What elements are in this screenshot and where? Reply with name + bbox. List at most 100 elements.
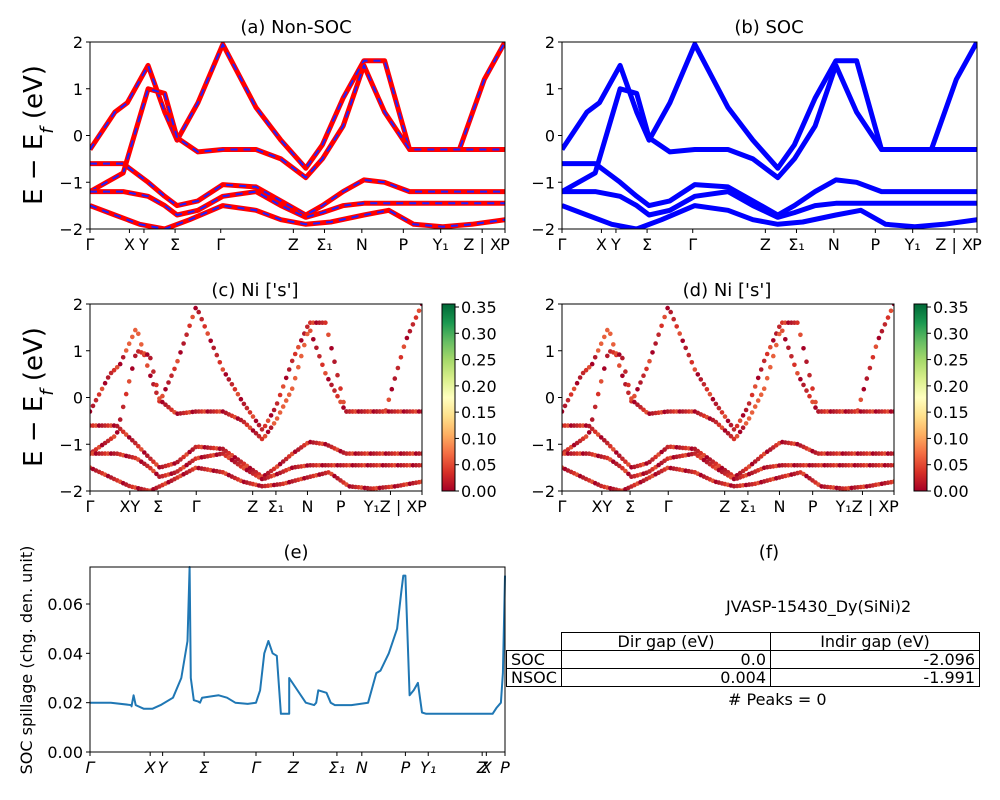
- scatter-point: [608, 331, 613, 337]
- x-tick-label: Z: [476, 758, 489, 777]
- scatter-point: [674, 324, 679, 329]
- scatter-point: [650, 457, 655, 462]
- scatter-point: [761, 386, 767, 392]
- scatter-point: [154, 462, 159, 467]
- scatter-point: [713, 419, 719, 425]
- scatter-point: [810, 386, 815, 391]
- scatter-point: [93, 397, 99, 403]
- scatter-point: [416, 308, 422, 314]
- scatter-point: [867, 365, 873, 371]
- scatter-point: [262, 423, 268, 429]
- scatter-point: [885, 315, 891, 320]
- scatter-point: [774, 342, 779, 348]
- scatter-point: [764, 375, 770, 381]
- scatter-point: [190, 314, 195, 320]
- scatter-point: [771, 338, 776, 343]
- y-tick-label: −1: [59, 173, 83, 192]
- band-line: [90, 64, 505, 193]
- scatter-point: [130, 334, 135, 340]
- scatter-point: [120, 429, 126, 435]
- scatter-point: [413, 315, 419, 320]
- scatter-point: [329, 346, 334, 351]
- x-tick-label: Z | X: [463, 235, 501, 254]
- scatter-point: [804, 359, 809, 365]
- scatter-point: [595, 432, 601, 437]
- scatter-point: [148, 465, 153, 471]
- colorbar: [441, 303, 456, 492]
- scatter-point: [665, 305, 670, 311]
- panel-c-title: (c) Ni ['s']: [211, 280, 298, 301]
- scatter-point: [719, 425, 725, 431]
- scatter-point: [586, 430, 592, 435]
- band-line: [562, 161, 977, 218]
- scatter-point: [126, 435, 132, 440]
- scatter-point: [668, 309, 673, 315]
- panel-c: (c) Ni ['s'] E − Ef (eV) −2 −1 0 1 2 Γ XY Σ Γ Z Σ₁…: [19, 280, 497, 516]
- scatter-points: [90, 304, 422, 491]
- panel-c-ylabel: E − Ef (eV): [19, 327, 58, 467]
- scatter-point: [235, 391, 241, 397]
- scatter-point: [626, 382, 631, 388]
- scatter-point: [641, 373, 646, 379]
- gap-table-header-indir: Indir gap (eV): [770, 632, 980, 651]
- x-tick-label: Z: [247, 497, 258, 516]
- scatter-point: [891, 409, 894, 414]
- scatter-point: [172, 366, 177, 372]
- scatter-point: [292, 351, 298, 357]
- scatter-point: [792, 362, 797, 368]
- table-row: NSOC 0.004 -1.991: [506, 668, 980, 687]
- colorbar-tick-label: 0.25: [933, 351, 969, 370]
- x-tick-label: N: [301, 497, 313, 516]
- x-tick-label: Σ: [642, 235, 652, 254]
- scatter-point: [296, 364, 301, 370]
- scatter-point: [801, 346, 806, 351]
- scatter-point: [638, 404, 643, 410]
- scatter-point: [217, 360, 223, 365]
- scatter-point: [789, 354, 794, 359]
- scatter-point: [876, 335, 882, 341]
- scatter-point: [326, 376, 331, 382]
- scatter-point: [586, 423, 592, 429]
- scatter-point: [761, 358, 767, 364]
- scatter-point: [133, 327, 138, 333]
- scatter-point: [419, 409, 422, 414]
- scatter-point: [734, 433, 740, 439]
- y-tick-label: −1: [531, 173, 555, 192]
- x-tick-label: Y: [158, 758, 169, 777]
- x-tick-label: N: [356, 235, 368, 254]
- scatter-point: [749, 461, 755, 467]
- scatter-point: [154, 390, 159, 396]
- x-tick-label: Y: [610, 235, 621, 254]
- scatter-point: [286, 392, 292, 398]
- scatter-point: [813, 405, 818, 410]
- scatter-point: [755, 456, 761, 462]
- gap-table: Dir gap (eV) Indir gap (eV) SOC 0.0 -2.0…: [506, 632, 980, 687]
- scatter-point: [280, 384, 286, 389]
- scatter-point: [620, 456, 625, 462]
- spillage-line: [90, 566, 506, 715]
- scatter-point: [701, 382, 707, 387]
- x-tick-label: Γ: [86, 497, 95, 516]
- scatter-point: [882, 322, 888, 327]
- scatter-point: [768, 344, 773, 350]
- scatter-point: [123, 391, 129, 397]
- panel-b-title: (b) SOC: [734, 17, 803, 38]
- colorbar-tick-label: 0.05: [461, 456, 497, 475]
- scatter-point: [208, 338, 213, 344]
- scatter-point: [638, 380, 643, 385]
- scatter-point: [105, 375, 111, 380]
- x-tick-label: Z: [287, 758, 300, 777]
- y-tick-label: 2: [545, 295, 555, 314]
- scatter-point: [139, 447, 144, 452]
- y-tick-label: −2: [59, 220, 83, 239]
- x-tick-label: Z: [719, 497, 730, 516]
- panel-e-plot: 0.000.020.040.06Γ X Y Σ Γ Z Σ₁ N P Y₁ ZX P: [47, 566, 510, 777]
- scatter-point: [771, 353, 776, 359]
- scatter-point: [283, 375, 289, 381]
- scatter-point: [259, 436, 265, 442]
- scatter-point: [565, 397, 571, 403]
- scatter-point: [752, 384, 758, 389]
- scatter-point: [241, 401, 247, 407]
